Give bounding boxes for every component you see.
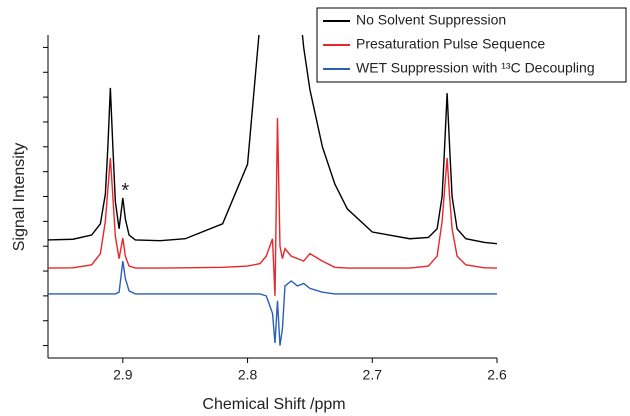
x-tick-label: 2.6 <box>487 367 507 383</box>
x-axis-title: Chemical Shift /ppm <box>202 396 345 413</box>
series-line <box>48 35 497 245</box>
series-line <box>48 117 497 296</box>
x-tick-label: 2.7 <box>363 367 383 383</box>
legend-box <box>316 7 627 83</box>
legend-label: Presaturation Pulse Sequence <box>356 36 545 52</box>
x-tick-label: 2.8 <box>238 367 258 383</box>
x-tick-label: 2.9 <box>113 367 133 383</box>
legend-label: No Solvent Suppression <box>356 12 506 28</box>
annotation: * <box>121 180 129 202</box>
y-axis-title: Signal Intensity <box>11 143 28 252</box>
series-line <box>48 261 497 346</box>
legend-label: WET Suppression with ¹³C Decoupling <box>356 60 595 76</box>
plot-area <box>48 35 497 346</box>
